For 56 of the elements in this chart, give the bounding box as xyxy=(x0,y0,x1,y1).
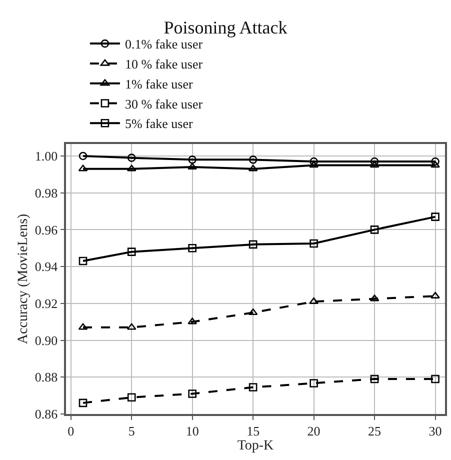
legend-label: 5% fake user xyxy=(124,116,194,132)
y-tick-label: 0.86 xyxy=(34,406,58,422)
point xyxy=(126,323,136,330)
point xyxy=(248,383,258,392)
point xyxy=(370,226,379,234)
point xyxy=(248,164,258,172)
point xyxy=(78,398,88,408)
point xyxy=(188,318,198,324)
x-tick-label: 10 xyxy=(186,423,199,438)
point xyxy=(78,152,88,160)
point xyxy=(127,248,136,256)
y-tick-label: 0.98 xyxy=(34,185,58,200)
point xyxy=(78,323,88,330)
x-tick-label: 25 xyxy=(368,423,382,438)
point xyxy=(309,161,318,168)
x-tick-label: 20 xyxy=(307,423,320,438)
point xyxy=(127,154,136,162)
point xyxy=(309,297,318,304)
point xyxy=(370,294,380,302)
point xyxy=(430,292,440,298)
x-tick-label: 30 xyxy=(428,423,442,438)
point xyxy=(188,162,198,170)
y-tick-label: 0.94 xyxy=(34,259,58,274)
point xyxy=(188,244,196,252)
point xyxy=(431,157,440,166)
legend-label: 1% fake user xyxy=(124,76,194,92)
x-tick-label: 5 xyxy=(128,423,135,438)
point xyxy=(310,239,318,248)
point xyxy=(78,256,88,266)
x-axis-title: Top-K xyxy=(237,438,274,454)
point xyxy=(370,161,380,168)
point xyxy=(127,393,136,402)
point xyxy=(431,212,440,221)
legend-label: 30 % fake user xyxy=(124,96,204,112)
point xyxy=(370,374,379,384)
legend-label: 10 % fake user xyxy=(124,56,204,72)
point xyxy=(248,156,258,164)
point xyxy=(188,390,196,398)
point xyxy=(126,164,136,172)
point xyxy=(430,161,440,168)
point xyxy=(188,156,196,164)
point xyxy=(310,379,318,388)
x-tick-label: 15 xyxy=(246,423,260,438)
point xyxy=(248,240,258,249)
y-axis-title: Accuracy (MovieLens) xyxy=(16,214,31,344)
y-tick-label: 0.96 xyxy=(34,222,58,238)
y-tick-label: 0.88 xyxy=(34,370,58,385)
y-tick-label: 0.90 xyxy=(34,332,58,348)
x-tick-label: 0 xyxy=(68,423,74,438)
point xyxy=(431,374,440,384)
y-tick-label: 0.92 xyxy=(34,296,58,311)
point xyxy=(78,164,88,172)
point xyxy=(248,308,258,316)
legend-label: 0.1% fake user xyxy=(124,36,204,52)
y-tick-label: 1.00 xyxy=(34,148,58,164)
chart-title: Poisoning Attack xyxy=(164,17,288,38)
